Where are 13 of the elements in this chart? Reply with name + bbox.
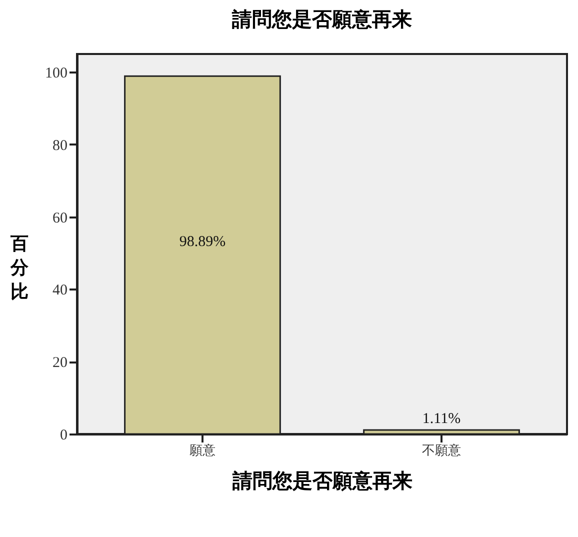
y-tick-label: 60	[52, 210, 68, 226]
y-tick-label: 40	[52, 282, 68, 299]
x-tick-label: 不願意	[422, 442, 462, 458]
y-tick-label: 0	[60, 428, 68, 444]
y-tick-label: 80	[52, 138, 68, 154]
y-tick-label: 100	[45, 66, 68, 82]
x-tick-label: 願意	[189, 442, 216, 458]
x-axis-title: 請問您是否願意再来	[232, 470, 412, 492]
y-axis-title: 百分比	[10, 234, 30, 302]
chart-title: 請問您是否願意再来	[231, 8, 412, 31]
data-label: 1.11%	[422, 410, 461, 427]
data-label: 98.89%	[179, 234, 226, 250]
y-tick-label: 20	[52, 355, 68, 372]
